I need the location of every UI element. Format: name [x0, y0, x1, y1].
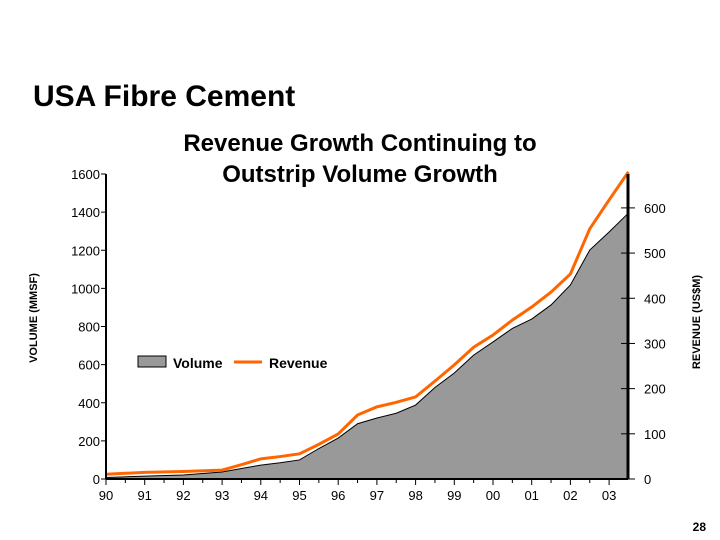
x-tick-label: 97	[370, 488, 384, 503]
volume-area	[106, 213, 629, 479]
y-left-tick-label: 800	[78, 320, 100, 335]
y-left-tick-label: 1200	[71, 243, 100, 258]
x-tick-label: 00	[486, 488, 500, 503]
x-tick-label: 02	[563, 488, 577, 503]
x-tick-label: 91	[137, 488, 151, 503]
y-left-tick-label: 400	[78, 396, 100, 411]
page-number: 28	[692, 520, 706, 534]
legend: Volume Revenue	[137, 355, 328, 371]
x-tick-label: 03	[602, 488, 616, 503]
y-left-tick-label: 0	[93, 472, 100, 487]
x-tick-label: 99	[447, 488, 461, 503]
y-axis-left-label: VOLUME (MMSF)	[28, 273, 40, 363]
slide-title: USA Fibre Cement	[33, 80, 296, 113]
y-left-tick-label: 1400	[71, 205, 100, 220]
y-right-tick-label: 400	[644, 291, 666, 306]
y-right-tick-label: 0	[644, 472, 651, 487]
x-tick-label: 94	[254, 488, 268, 503]
y-right-tick-label: 200	[644, 382, 666, 397]
x-tick-label: 01	[524, 488, 538, 503]
y-left-tick-label: 200	[78, 434, 100, 449]
y-right-tick-label: 100	[644, 427, 666, 442]
x-tick-label: 92	[176, 488, 190, 503]
legend-revenue-label: Revenue	[269, 355, 328, 371]
y-axis-right-label: REVENUE (US$M)	[691, 275, 703, 369]
x-tick-label: 95	[292, 488, 306, 503]
x-tick-label: 90	[99, 488, 113, 503]
x-tick-label: 96	[331, 488, 345, 503]
y-left-tick-label: 1000	[71, 281, 100, 296]
chart-title-line-2: Outstrip Volume Growth	[222, 161, 498, 188]
x-tick-label: 93	[215, 488, 229, 503]
legend-volume-label: Volume	[173, 355, 223, 371]
y-right-tick-label: 500	[644, 246, 666, 261]
y-left-tick-label: 1600	[71, 167, 100, 182]
revenue-line	[105, 171, 630, 476]
chart-title: Revenue Growth Continuing to Outstrip Vo…	[120, 128, 600, 190]
y-right-tick-label: 600	[644, 201, 666, 216]
x-tick-label: 98	[408, 488, 422, 503]
legend-volume-swatch	[137, 355, 167, 368]
y-right-tick-label: 300	[644, 336, 666, 351]
y-left-tick-label: 600	[78, 358, 100, 373]
volume-outline	[105, 212, 629, 478]
chart-title-line-1: Revenue Growth Continuing to	[183, 130, 537, 157]
